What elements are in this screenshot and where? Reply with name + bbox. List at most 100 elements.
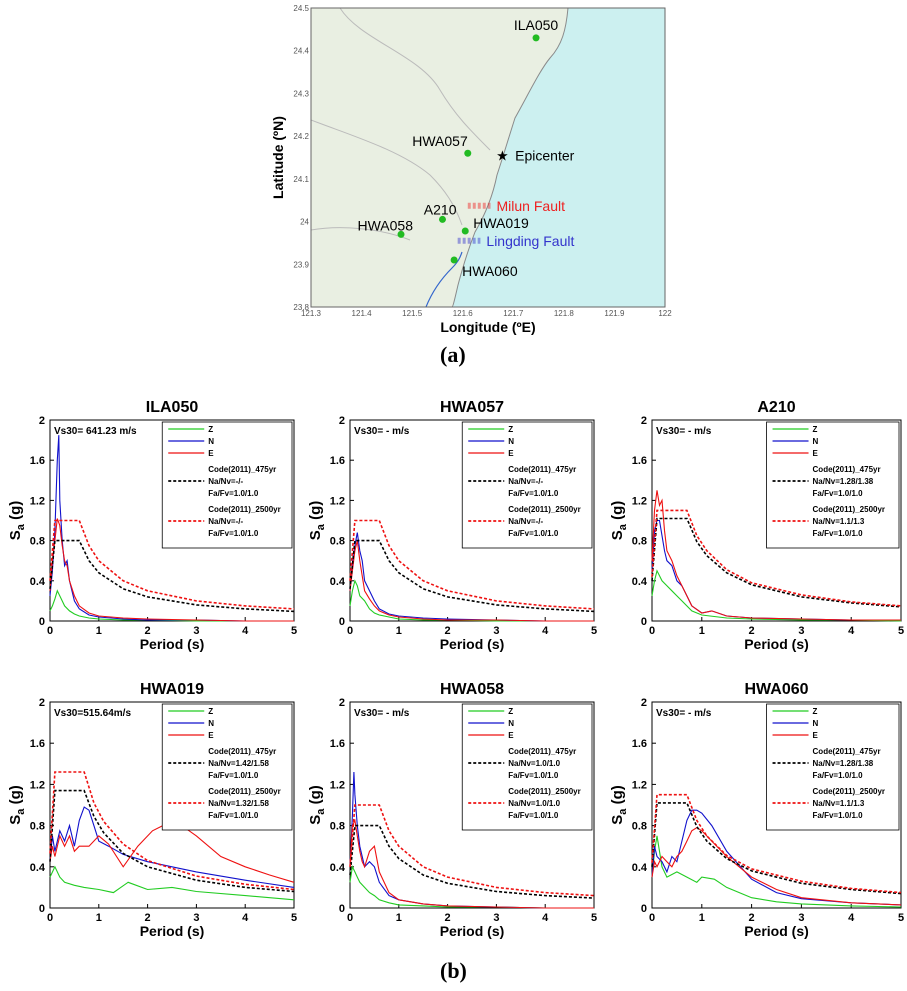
y-tick-label: 1.2: [30, 495, 45, 507]
y-tick-label: 0.8: [632, 821, 647, 833]
x-axis-label: Period (s): [440, 923, 505, 939]
y-tick-label: 1.6: [330, 738, 345, 750]
fault-label-milun-fault: Milun Fault: [497, 198, 566, 214]
y-tick-label: 1.6: [30, 738, 45, 750]
y-tick-label: 0: [339, 616, 345, 628]
y-tick-label: 1.2: [330, 779, 345, 791]
y-tick-label: 0.4: [632, 576, 648, 588]
station-label-a210: A210: [424, 201, 457, 217]
legend-entry: Na/Nv=1.0/1.0: [508, 759, 560, 768]
y-axis-label: Sa (g): [609, 501, 629, 540]
legend-entry: Fa/Fv=1.0/1.0: [508, 489, 559, 498]
legend-entry: Fa/Fv=1.0/1.0: [813, 811, 864, 820]
x-tick-label: 5: [898, 912, 904, 924]
legend-entry: Code(2011)_2500yr: [508, 787, 581, 796]
vs30-label: Vs30= 641.23 m/s: [54, 426, 137, 437]
map-x-tick: 121.4: [352, 309, 373, 318]
y-tick-label: 2: [339, 697, 345, 709]
legend-entry: Z: [508, 425, 513, 434]
series-line-code-2011-2500yr: [49, 771, 295, 891]
x-tick-label: 1: [96, 912, 102, 924]
x-tick-label: 1: [396, 912, 402, 924]
vs30-label: Vs30= - m/s: [354, 708, 410, 719]
y-tick-label: 1.6: [632, 738, 647, 750]
y-tick-label: 0: [641, 616, 647, 628]
legend-entry: Z: [508, 707, 513, 716]
y-axis-label: Sa (g): [7, 785, 27, 824]
x-tick-label: 3: [493, 625, 499, 637]
y-tick-label: 2: [39, 697, 45, 709]
map-x-tick: 122: [658, 309, 672, 318]
legend-entry: Fa/Fv=1.0/1.0: [813, 771, 864, 780]
y-axis-label: Sa (g): [609, 785, 629, 824]
y-tick-label: 2: [641, 415, 647, 427]
station-marker-a210: [438, 215, 446, 223]
map-county-border: [310, 119, 463, 226]
x-axis-label: Period (s): [744, 636, 809, 652]
station-label-hwa019: HWA019: [473, 215, 529, 231]
legend-entry: Code(2011)_2500yr: [208, 787, 280, 796]
map-y-tick: 23.9: [293, 260, 309, 269]
map-land: [310, 7, 569, 308]
y-axis-label: Sa (g): [307, 785, 327, 824]
map-y-tick: 23.8: [293, 303, 309, 312]
legend-entry: Code(2011)_2500yr: [813, 505, 886, 514]
legend-entry: Fa/Fv=1.0/1.0: [208, 771, 259, 780]
x-tick-label: 1: [699, 912, 705, 924]
y-tick-label: 0: [39, 616, 45, 628]
y-tick-label: 0.4: [330, 862, 346, 874]
chart-title: A210: [757, 399, 795, 416]
legend-entry: Na/Nv=-/-: [208, 477, 243, 486]
legend-entry: E: [508, 449, 514, 458]
legend-entry: Na/Nv=1.32/1.58: [208, 799, 269, 808]
series-line-n: [651, 809, 902, 906]
station-marker-ila050: [532, 34, 540, 42]
map-county-border: [339, 7, 491, 151]
map-river: [425, 251, 463, 308]
x-tick-label: 2: [749, 912, 755, 924]
legend-box: [766, 703, 900, 831]
y-tick-label: 2: [339, 415, 345, 427]
map-y-tick: 24: [300, 218, 309, 227]
legend-entry: E: [508, 731, 514, 740]
station-marker-hwa057: [464, 149, 472, 157]
legend-entry: Code(2011)_475yr: [813, 465, 881, 474]
legend-box: [461, 703, 593, 831]
x-tick-label: 2: [749, 625, 755, 637]
caption-b: (b): [440, 958, 467, 983]
series-line-e: [49, 518, 294, 622]
legend-entry: N: [208, 719, 214, 728]
y-axis-label: Sa (g): [7, 501, 27, 540]
legend-entry: E: [813, 731, 819, 740]
legend-entry: E: [208, 449, 214, 458]
legend-box: [766, 421, 900, 549]
fault-label-lingding-fault: Lingding Fault: [486, 233, 574, 249]
map-y-tick: 24.5: [293, 4, 309, 13]
x-tick-label: 5: [898, 625, 904, 637]
vs30-label: Vs30=515.64m/s: [54, 708, 131, 719]
legend-entry: Code(2011)_2500yr: [208, 505, 280, 514]
legend-entry: Code(2011)_475yr: [813, 747, 881, 756]
y-tick-label: 0: [641, 903, 647, 915]
series-line-code-2011-2500yr: [651, 793, 902, 894]
legend-entry: Fa/Fv=1.0/1.0: [813, 529, 864, 538]
y-tick-label: 0.8: [330, 821, 345, 833]
legend-entry: Na/Nv=1.42/1.58: [208, 759, 269, 768]
x-axis-label: Period (s): [744, 923, 809, 939]
legend-entry: Code(2011)_475yr: [208, 747, 276, 756]
series-line-z: [49, 865, 295, 901]
series-line-e: [651, 827, 902, 906]
legend-box: [161, 703, 293, 831]
caption-a: (a): [440, 342, 466, 367]
y-tick-label: 1.2: [632, 779, 647, 791]
series-line-code-2011-475yr: [49, 789, 295, 893]
legend-entry: N: [508, 719, 514, 728]
legend-entry: Na/Nv=1.1/1.3: [813, 799, 865, 808]
x-tick-label: 0: [47, 912, 53, 924]
legend-entry: E: [208, 731, 214, 740]
map-y-tick: 24.3: [293, 89, 309, 98]
legend-entry: Na/Nv=-/-: [508, 517, 543, 526]
y-tick-label: 0: [39, 903, 45, 915]
